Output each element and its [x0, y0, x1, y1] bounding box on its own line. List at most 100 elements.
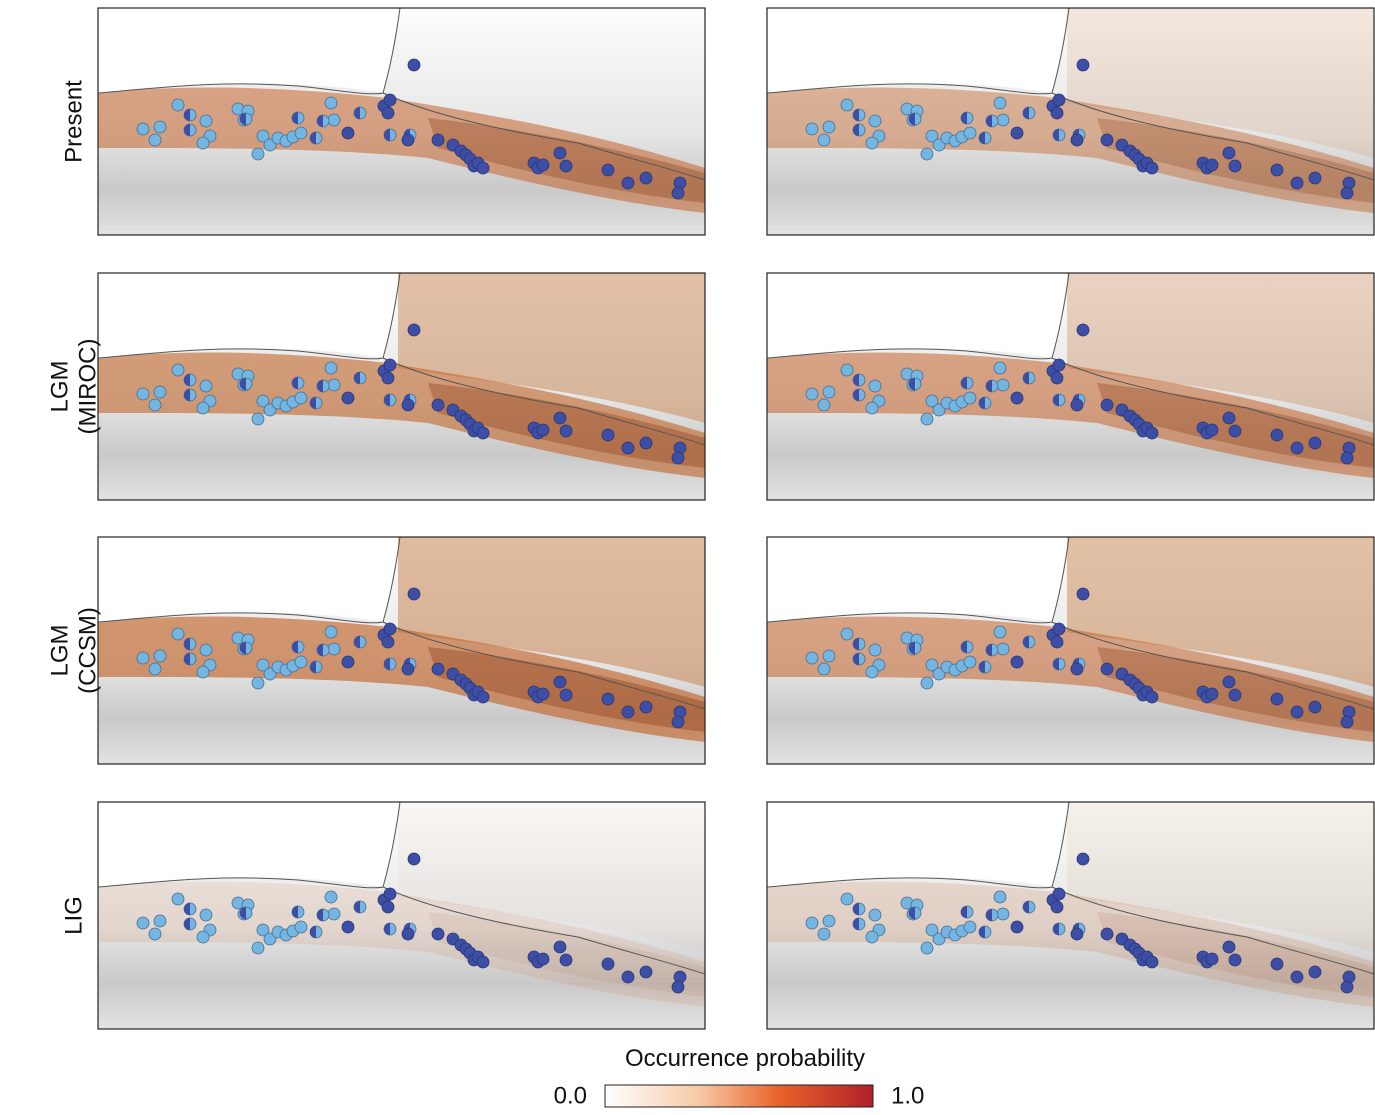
- site-light: [149, 134, 161, 146]
- site-dark: [1341, 452, 1353, 464]
- site-light: [823, 121, 835, 133]
- site-dark: [602, 958, 614, 970]
- row-label: Present: [60, 80, 87, 163]
- site-dark: [342, 656, 354, 668]
- site-dark: [1077, 853, 1089, 865]
- row-label: LIG: [60, 896, 87, 935]
- figure: PresentLGM(MIROC)LGM(CCSM)LIG Occurrence…: [0, 0, 1375, 1110]
- site-dark: [640, 437, 652, 449]
- site-light: [149, 663, 161, 675]
- site-light: [818, 663, 830, 675]
- site-light: [328, 114, 340, 126]
- site-dark: [560, 425, 572, 437]
- site-light: [866, 402, 878, 414]
- site-light: [823, 650, 835, 662]
- site-dark: [1011, 656, 1023, 668]
- site-light: [200, 909, 212, 921]
- map-panel: [98, 273, 705, 500]
- site-light: [325, 362, 337, 374]
- site-dark: [1341, 716, 1353, 728]
- site-light: [806, 917, 818, 929]
- site-light: [172, 893, 184, 905]
- site-light: [841, 893, 853, 905]
- site-light: [964, 127, 976, 139]
- colorbar-tick-label: 0.0: [554, 1082, 587, 1109]
- sea: [98, 802, 398, 887]
- site-dark: [1309, 172, 1321, 184]
- site-light: [154, 121, 166, 133]
- row-label: (MIROC): [74, 339, 101, 435]
- site-dark: [342, 921, 354, 933]
- map-panel: [767, 8, 1374, 235]
- site-dark: [1341, 187, 1353, 199]
- site-dark: [382, 636, 394, 648]
- site-dark: [1271, 958, 1283, 970]
- sea: [767, 273, 1067, 358]
- site-light: [866, 931, 878, 943]
- site-dark: [1146, 691, 1158, 703]
- site-dark: [1053, 888, 1065, 900]
- site-dark: [1341, 981, 1353, 993]
- site-dark: [1101, 399, 1113, 411]
- site-dark: [672, 187, 684, 199]
- site-dark: [554, 676, 566, 688]
- site-dark: [1229, 954, 1241, 966]
- site-dark: [402, 663, 414, 675]
- site-dark: [1271, 429, 1283, 441]
- site-dark: [672, 981, 684, 993]
- site-dark: [560, 954, 572, 966]
- site-dark: [1271, 693, 1283, 705]
- site-light: [806, 123, 818, 135]
- site-dark: [408, 588, 420, 600]
- site-dark: [554, 147, 566, 159]
- site-light: [841, 364, 853, 376]
- site-dark: [382, 901, 394, 913]
- site-dark: [402, 928, 414, 940]
- site-dark: [1051, 636, 1063, 648]
- site-dark: [1071, 663, 1083, 675]
- site-light: [149, 928, 161, 940]
- site-light: [200, 115, 212, 127]
- site-light: [841, 99, 853, 111]
- site-dark: [560, 160, 572, 172]
- site-dark: [1053, 359, 1065, 371]
- map-panel: [767, 273, 1374, 500]
- site-dark: [1291, 442, 1303, 454]
- site-light: [325, 891, 337, 903]
- page: PresentLGM(MIROC)LGM(CCSM)LIG Occurrence…: [0, 0, 1375, 1115]
- site-dark: [537, 424, 549, 436]
- site-dark: [622, 177, 634, 189]
- site-dark: [1101, 663, 1113, 675]
- site-dark: [1291, 177, 1303, 189]
- site-dark: [1206, 159, 1218, 171]
- site-dark: [554, 941, 566, 953]
- site-dark: [1053, 623, 1065, 635]
- map-panel: [98, 537, 705, 764]
- colorbar: [605, 1085, 873, 1107]
- site-dark: [432, 399, 444, 411]
- site-dark: [477, 956, 489, 968]
- site-light: [921, 942, 933, 954]
- site-dark: [560, 689, 572, 701]
- site-dark: [1146, 162, 1158, 174]
- site-light: [154, 386, 166, 398]
- site-light: [252, 413, 264, 425]
- site-light: [252, 677, 264, 689]
- site-dark: [384, 359, 396, 371]
- site-dark: [1271, 164, 1283, 176]
- site-dark: [602, 429, 614, 441]
- site-dark: [622, 971, 634, 983]
- site-light: [866, 137, 878, 149]
- map-grid: [98, 8, 1374, 1029]
- site-dark: [672, 716, 684, 728]
- site-dark: [672, 452, 684, 464]
- site-dark: [1053, 94, 1065, 106]
- site-dark: [382, 107, 394, 119]
- site-dark: [602, 164, 614, 176]
- site-light: [994, 626, 1006, 638]
- site-dark: [537, 953, 549, 965]
- site-dark: [1309, 437, 1321, 449]
- map-panel: [98, 802, 705, 1029]
- site-light: [806, 652, 818, 664]
- site-dark: [537, 688, 549, 700]
